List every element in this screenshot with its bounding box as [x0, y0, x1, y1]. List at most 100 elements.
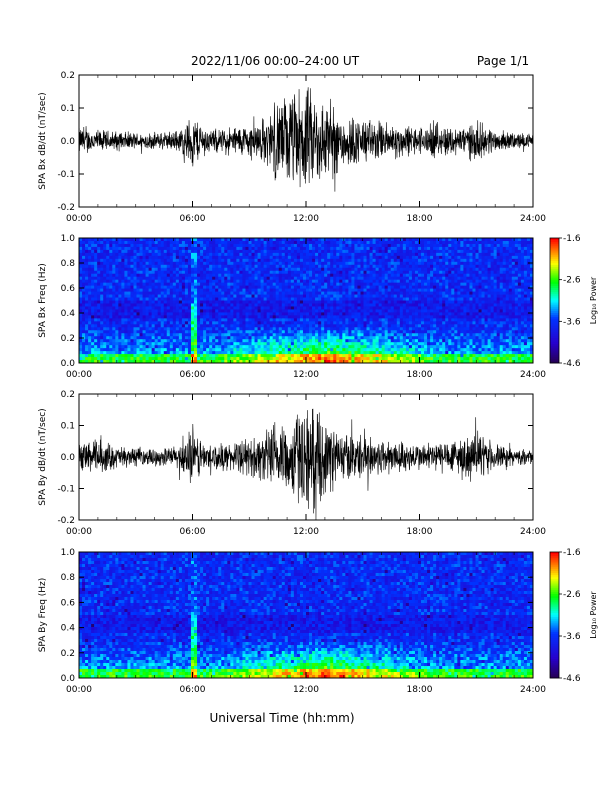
heatmap-cell — [184, 288, 189, 292]
heatmap-cell — [321, 276, 325, 281]
heatmap-cell — [236, 238, 240, 242]
heatmap-cell — [375, 238, 380, 242]
heatmap-cell — [91, 339, 95, 343]
heatmap-cell — [357, 309, 361, 313]
heatmap-cell — [309, 264, 313, 269]
heatmap-cell — [224, 306, 228, 310]
heatmap-cell — [293, 342, 298, 346]
heatmap-cell — [178, 321, 183, 325]
heatmap-cell — [245, 258, 249, 263]
heatmap-cell — [245, 321, 249, 325]
heatmap-cell — [405, 246, 410, 251]
heatmap-cell — [230, 291, 234, 295]
heatmap-cell — [230, 339, 234, 343]
heatmap-cell — [357, 273, 361, 278]
heatmap-cell — [345, 309, 349, 313]
heatmap-cell — [254, 249, 258, 254]
heatmap-cell — [136, 258, 140, 263]
heatmap-cell — [342, 315, 346, 319]
heatmap-cell — [142, 297, 146, 301]
heatmap-cell — [399, 288, 404, 292]
heatmap-cell — [387, 270, 392, 275]
heatmap-cell — [306, 261, 310, 266]
heatmap-cell — [88, 312, 92, 316]
heatmap-cell — [290, 243, 295, 248]
heatmap-cell — [254, 238, 258, 242]
heatmap-cell — [275, 351, 280, 355]
heatmap-cell — [411, 327, 416, 331]
heatmap-cell — [293, 267, 298, 272]
heatmap-cell — [172, 264, 177, 269]
heatmap-cell — [399, 309, 404, 313]
heatmap-cell — [97, 252, 101, 257]
heatmap-cell — [360, 360, 364, 364]
heatmap-cell — [130, 300, 134, 304]
heatmap-cell — [293, 309, 298, 313]
heatmap-cell — [245, 249, 249, 254]
heatmap-cell — [393, 348, 398, 352]
heatmap-cell — [342, 303, 346, 307]
heatmap-cell — [272, 336, 277, 340]
heatmap-cell — [266, 252, 271, 257]
heatmap-cell — [94, 291, 98, 295]
heatmap-cell — [221, 342, 225, 346]
heatmap-cell — [378, 303, 383, 307]
heatmap-cell — [278, 321, 283, 325]
heatmap-cell — [118, 264, 122, 269]
heatmap-cell — [242, 267, 246, 272]
heatmap-cell — [260, 342, 265, 346]
heatmap-cell — [103, 264, 107, 269]
heatmap-cell — [321, 238, 325, 242]
heatmap-cell — [224, 246, 228, 251]
heatmap-cell — [242, 270, 246, 275]
heatmap-cell — [160, 297, 165, 301]
heatmap-cell — [360, 288, 364, 292]
heatmap-cell — [266, 282, 271, 287]
heatmap-cell — [381, 255, 386, 260]
heatmap-cell — [97, 270, 101, 275]
heatmap-cell — [82, 348, 86, 352]
heatmap-cell — [384, 238, 389, 242]
heatmap-cell — [269, 327, 274, 331]
heatmap-cell — [287, 351, 292, 355]
heatmap-cell — [190, 315, 195, 319]
heatmap-cell — [194, 318, 198, 322]
heatmap-cell — [375, 252, 380, 257]
heatmap-cell — [230, 270, 234, 275]
heatmap-cell — [230, 282, 234, 287]
heatmap-cell — [227, 312, 231, 316]
heatmap-cell — [427, 351, 431, 355]
heatmap-cell — [236, 279, 240, 284]
heatmap-cell — [357, 255, 361, 260]
heatmap-cell — [148, 246, 153, 251]
heatmap-cell — [315, 351, 319, 355]
heatmap-cell — [333, 255, 337, 260]
heatmap-cell — [88, 315, 92, 319]
heatmap-cell — [166, 327, 171, 331]
heatmap-cell — [169, 267, 174, 272]
heatmap-cell — [79, 294, 83, 298]
heatmap-cell — [345, 249, 349, 254]
heatmap-cell — [302, 294, 307, 298]
heatmap-cell — [145, 255, 150, 260]
heatmap-cell — [345, 258, 349, 263]
heatmap-cell — [175, 318, 180, 322]
heatmap-cell — [324, 342, 328, 346]
heatmap-cell — [417, 291, 422, 295]
heatmap-cell — [100, 258, 104, 263]
heatmap-cell — [187, 315, 192, 319]
heatmap-cell — [263, 285, 268, 289]
heatmap-cell — [257, 282, 261, 287]
heatmap-cell — [103, 345, 107, 349]
heatmap-cell — [224, 321, 228, 325]
heatmap-cell — [293, 282, 298, 287]
heatmap-cell — [357, 303, 361, 307]
heatmap-cell — [290, 300, 295, 304]
heatmap-cell — [312, 318, 316, 322]
heatmap-cell — [299, 255, 304, 260]
heatmap-cell — [209, 348, 213, 352]
heatmap-cell — [200, 336, 204, 340]
heatmap-cell — [263, 312, 268, 316]
heatmap-cell — [348, 294, 352, 298]
heatmap-cell — [133, 264, 137, 269]
